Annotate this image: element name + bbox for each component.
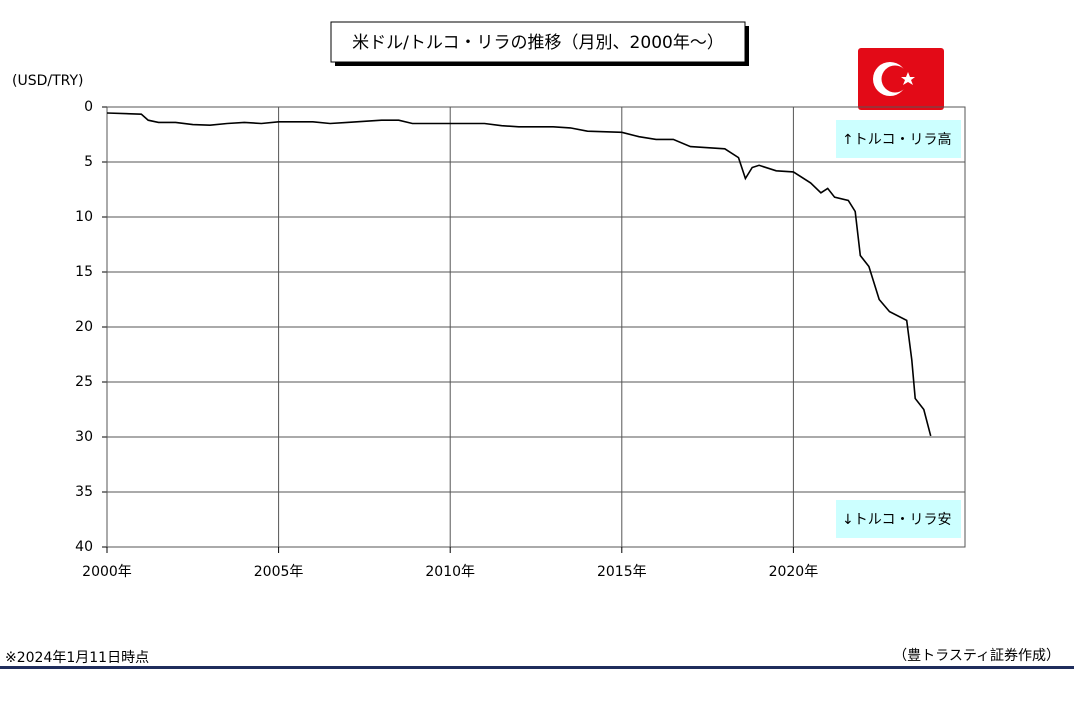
y-tick-label: 35: [75, 484, 93, 500]
x-tick-label: 2020年: [769, 564, 819, 580]
title-box: [330, 21, 746, 63]
y-tick-label: 10: [75, 209, 93, 225]
y-tick-label: 30: [75, 429, 93, 445]
footnote: ※2024年1月11日時点: [5, 650, 149, 666]
y-tick-label: 25: [75, 374, 93, 390]
y-axis-label: (USD/TRY): [12, 73, 84, 89]
annotation-box: [836, 500, 961, 538]
y-tick-label: 0: [84, 99, 93, 115]
flag: [858, 48, 944, 110]
x-tick-label: 2015年: [597, 564, 647, 580]
y-tick-label: 20: [75, 319, 93, 335]
y-tick-label: 15: [75, 264, 93, 280]
x-tick-label: 2010年: [425, 564, 475, 580]
annotation-box: [836, 120, 961, 158]
x-tick-label: 2000年: [82, 564, 132, 580]
annotation: ↓トルコ・リラ安: [842, 512, 951, 528]
chart-title: 米ドル/トルコ・リラの推移（月別、2000年～）: [352, 33, 724, 53]
data-line: [106, 112, 932, 437]
y-tick-label: 5: [84, 154, 93, 170]
annotation: ↑トルコ・リラ高: [842, 131, 951, 148]
source: （豊トラスティ証券作成）: [893, 648, 1060, 664]
x-tick-label: 2005年: [254, 564, 304, 580]
footer-rule: [0, 666, 1074, 669]
y-tick-label: 40: [75, 539, 93, 555]
